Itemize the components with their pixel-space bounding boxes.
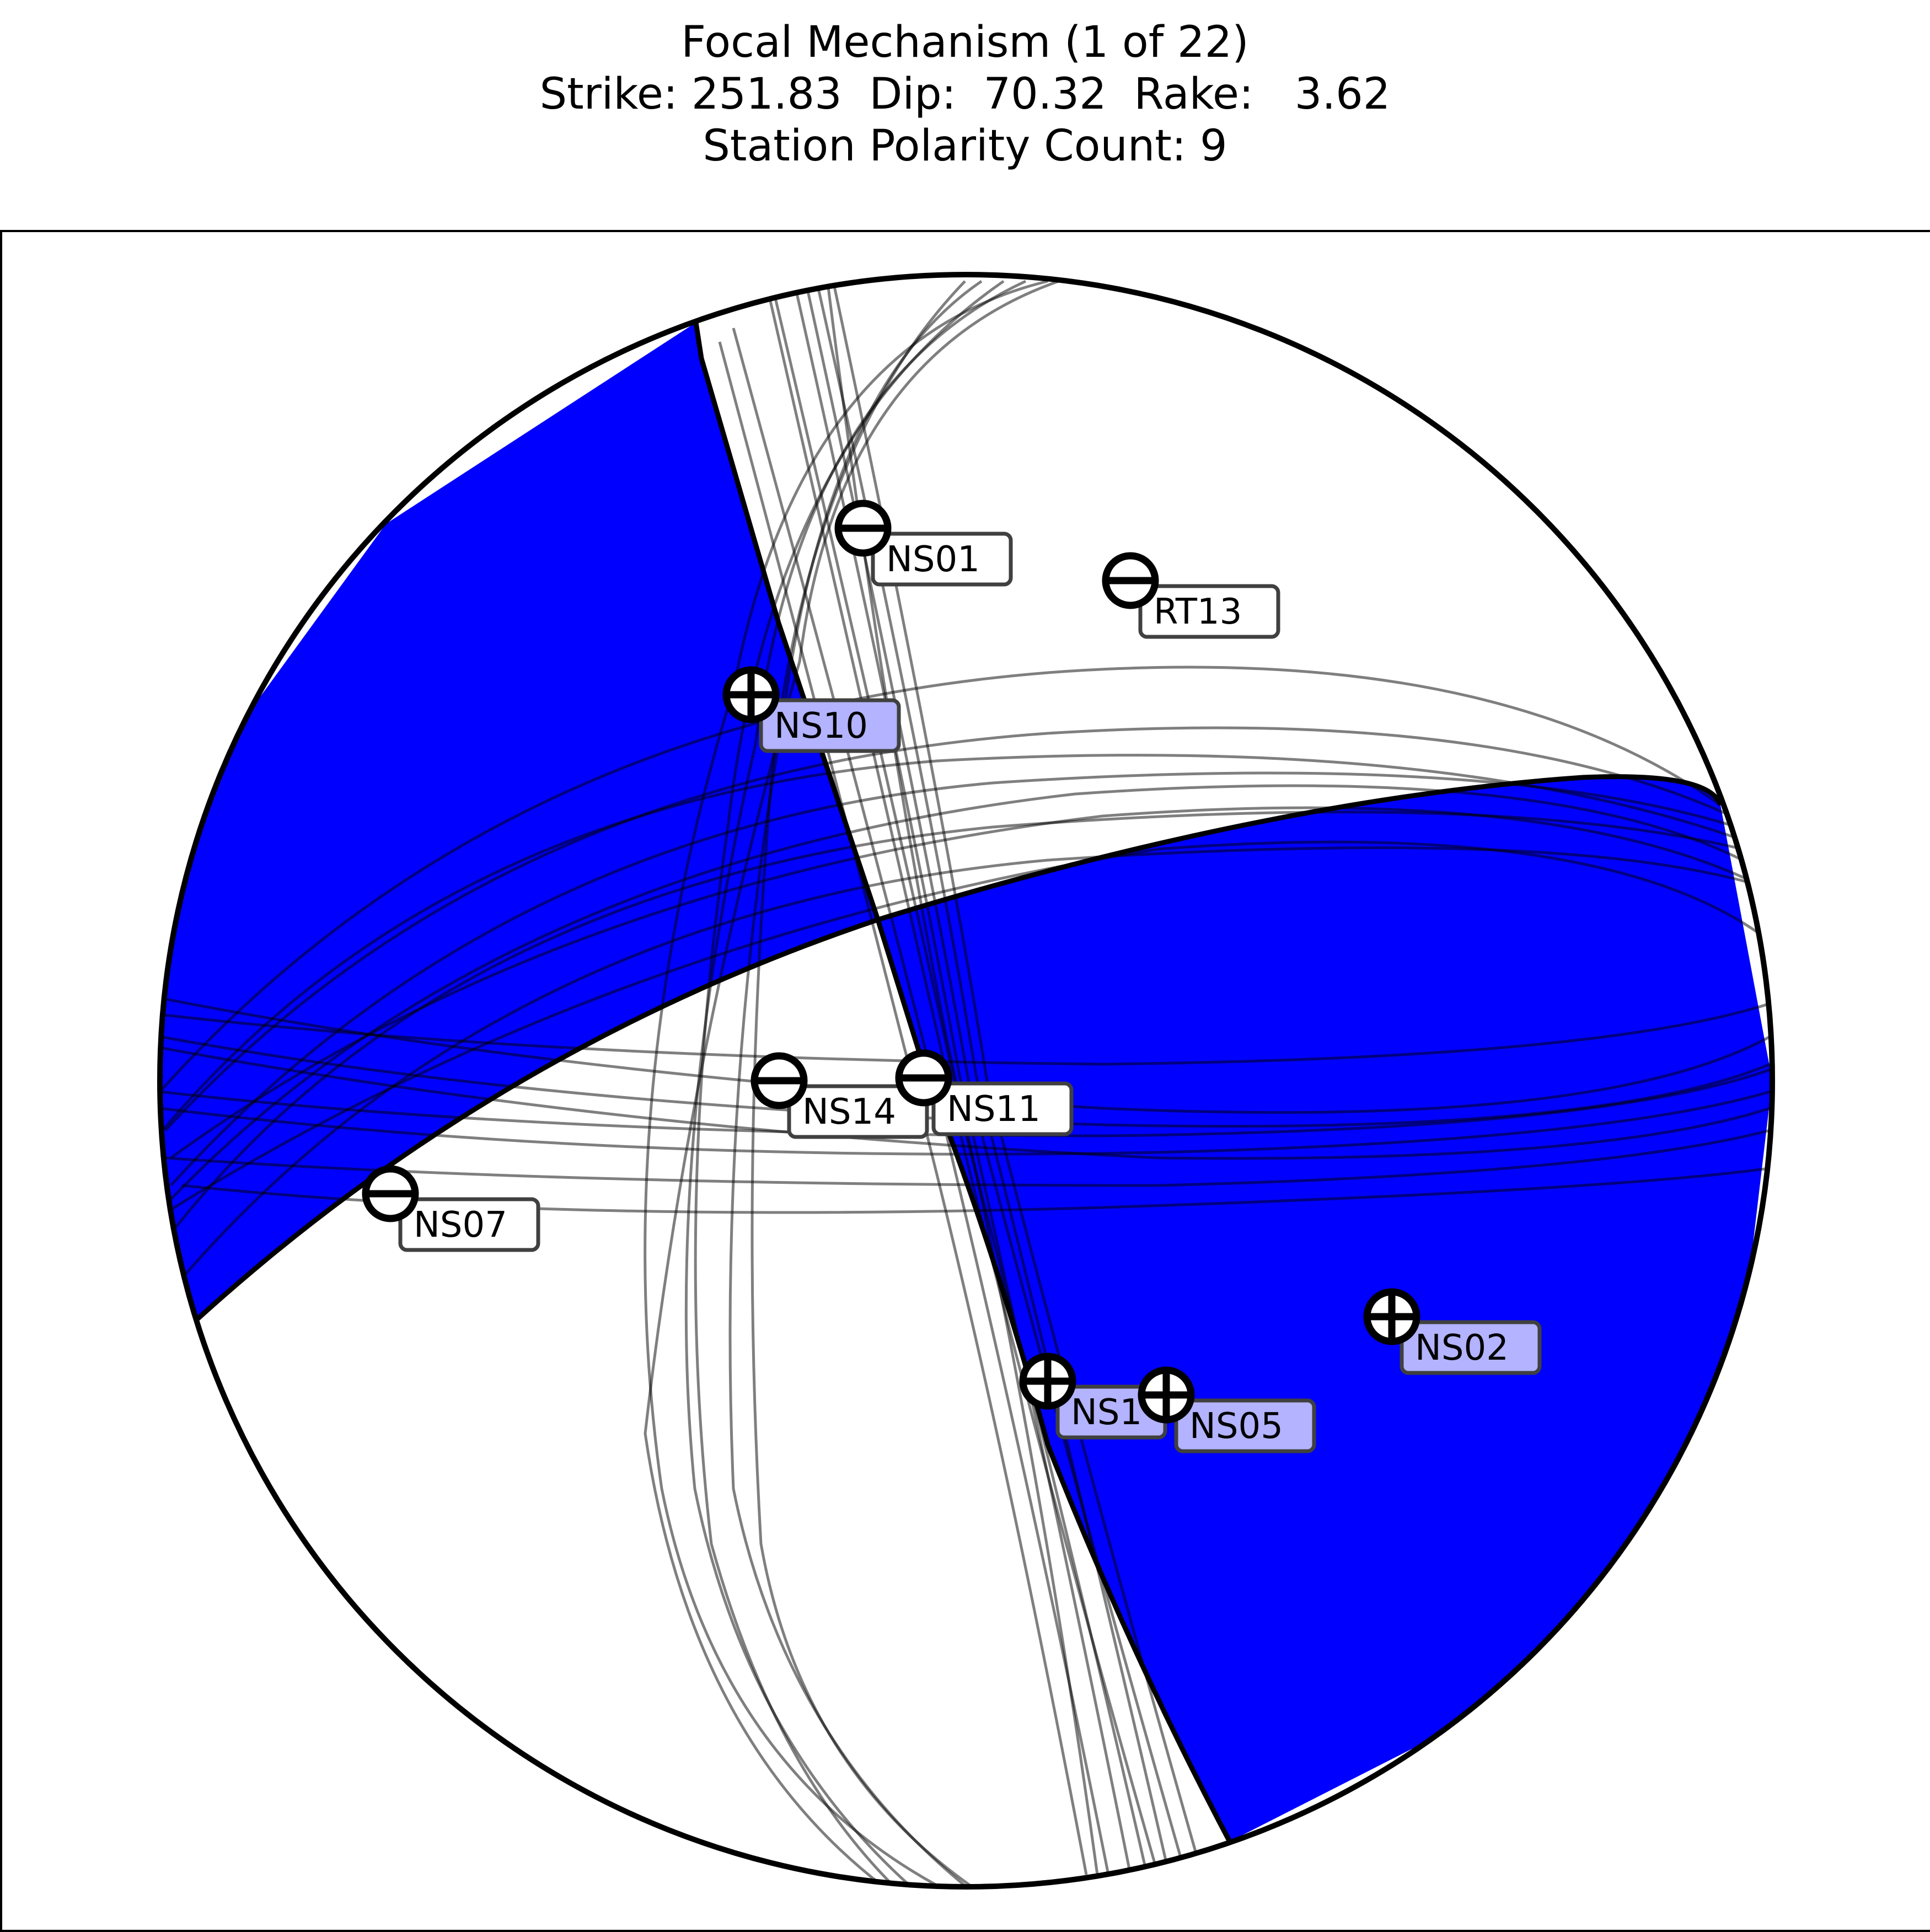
station-label: NS02 xyxy=(1415,1328,1509,1368)
station-ns02: NS02 xyxy=(1363,1288,1542,1375)
alt-plane-d8 xyxy=(160,1090,1771,1156)
title-line-2: Strike: 251.83 Dip: 70.32 Rake: 3.62 xyxy=(539,69,1391,119)
alt-plane-c1 xyxy=(160,666,1722,1093)
station-label: NS14 xyxy=(802,1092,896,1133)
station-label: NS07 xyxy=(414,1205,507,1246)
alt-plane-a3 xyxy=(792,281,1132,1875)
beachball-fill xyxy=(160,275,1772,1887)
station-label: NS10 xyxy=(774,706,868,747)
station-ns01: NS01 xyxy=(834,500,1013,587)
station-ns07: NS07 xyxy=(362,1165,540,1252)
alt-plane-b5 xyxy=(750,280,972,1887)
nodal-plane-2 xyxy=(194,774,1723,1323)
station-ns10: NS10 xyxy=(722,666,901,753)
station-label-box xyxy=(398,1197,540,1252)
station-rt13: RT13 xyxy=(1102,552,1280,639)
beachball-outline xyxy=(157,272,1775,1890)
station-label-box xyxy=(931,1081,1074,1136)
alt-plane-b3 xyxy=(694,280,1005,1887)
alt-plane-d6 xyxy=(165,1129,1771,1187)
alt-plane-a6 xyxy=(825,278,1099,1875)
station-label-box xyxy=(787,1084,929,1139)
station-label: NS01 xyxy=(886,539,980,580)
alt-plane-c6 xyxy=(162,754,1738,1131)
title-line-1: Focal Mechanism (1 of 22) xyxy=(681,18,1249,67)
station-label-box xyxy=(1400,1320,1542,1375)
station-label-box xyxy=(871,532,1013,587)
alt-plane-b1 xyxy=(644,280,1048,1887)
compression-quadrant-nw xyxy=(160,323,878,1321)
station-label-box xyxy=(1138,584,1280,639)
figure-title: Focal Mechanism (1 of 22) Strike: 251.83… xyxy=(0,17,1930,172)
station-ns05: NS05 xyxy=(1138,1366,1316,1453)
station-label-box xyxy=(759,698,901,753)
station-ns11: NS11 xyxy=(895,1049,1074,1136)
station-label: NS05 xyxy=(1189,1406,1283,1447)
station-label-box xyxy=(1174,1398,1316,1453)
alt-plane-c9 xyxy=(167,784,1744,1203)
station-label: NS11 xyxy=(947,1089,1041,1130)
station-label: NS1 xyxy=(1071,1392,1142,1433)
station-polarities: NS01 RT13 NS10 NS14 NS11 NS07 NS02 NS1 NS05 xyxy=(362,500,1542,1453)
station-label: RT13 xyxy=(1154,592,1242,632)
alt-plane-b4 xyxy=(728,280,983,1887)
alt-plane-c8 xyxy=(164,840,1766,1215)
station-ns14: NS14 xyxy=(750,1052,929,1139)
alt-plane-c2 xyxy=(164,726,1733,1131)
alt-plane-b6 xyxy=(644,280,1059,1887)
title-line-3: Station Polarity Count: 9 xyxy=(703,121,1227,171)
alt-plane-d4 xyxy=(160,1002,1771,1066)
alt-plane-c7 xyxy=(170,806,1755,1160)
alt-plane-c4 xyxy=(164,811,1743,1242)
